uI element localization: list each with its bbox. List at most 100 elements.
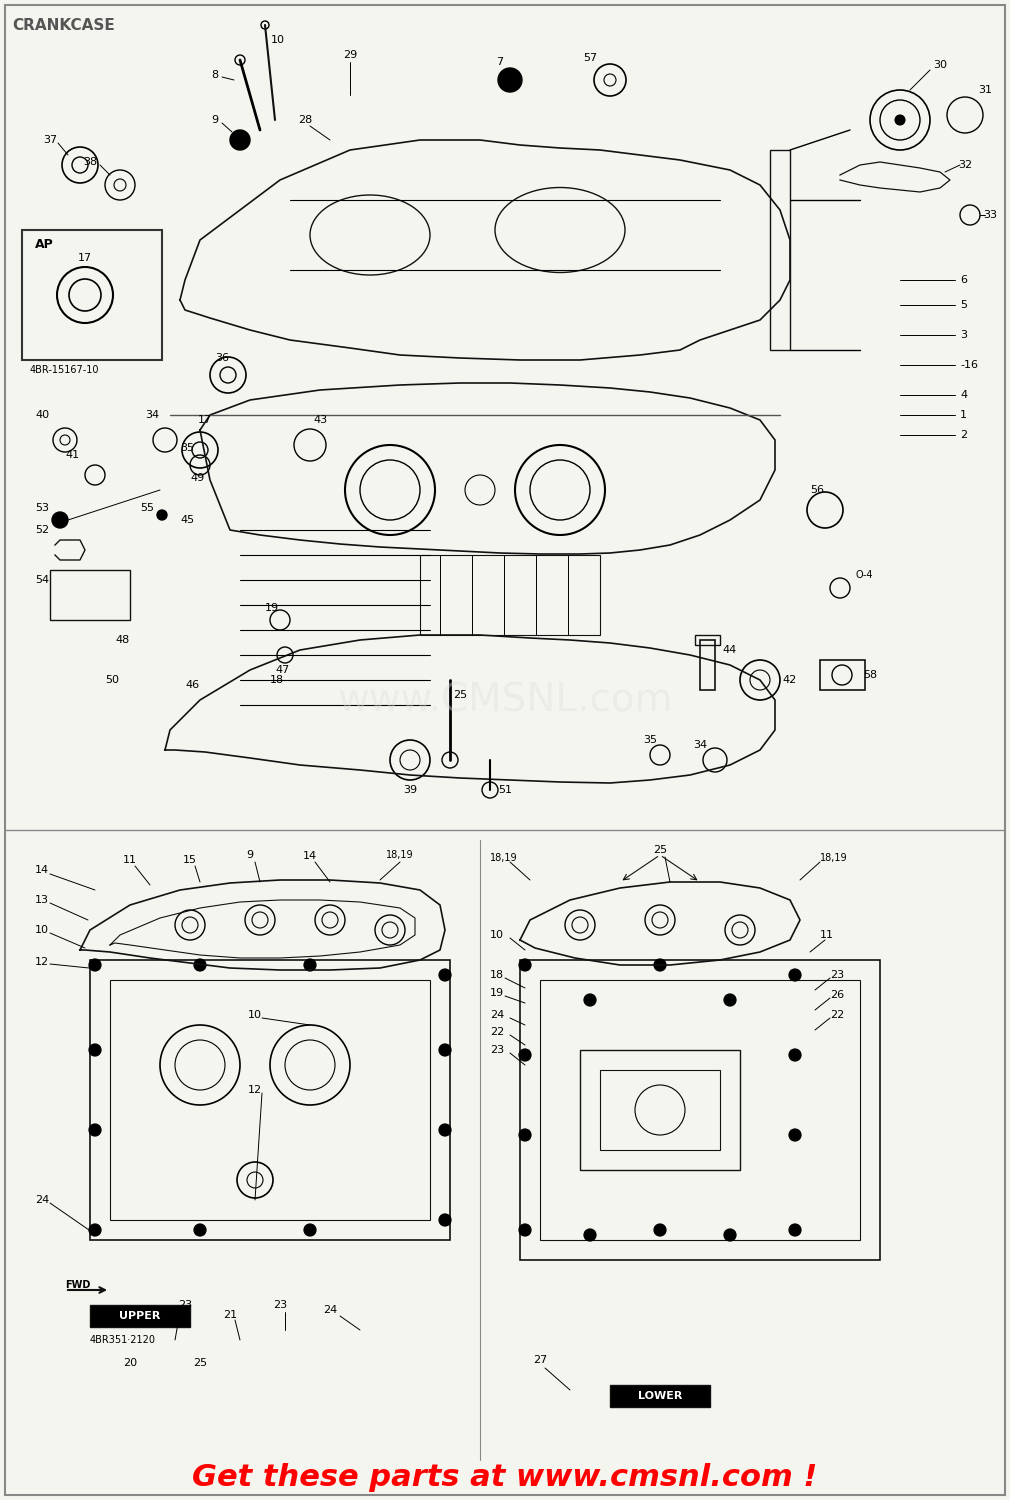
Text: www.CMSNL.com: www.CMSNL.com	[337, 681, 673, 718]
Bar	[90, 1305, 190, 1328]
Circle shape	[584, 1228, 596, 1240]
Text: 7: 7	[497, 57, 504, 68]
Text: 48: 48	[115, 634, 129, 645]
Circle shape	[194, 958, 206, 970]
Text: 19: 19	[490, 988, 504, 998]
Text: 49: 49	[190, 472, 204, 483]
Text: 22: 22	[490, 1028, 504, 1036]
Text: 14: 14	[303, 850, 317, 861]
Circle shape	[439, 1124, 451, 1136]
Circle shape	[52, 512, 68, 528]
Text: 31: 31	[978, 86, 992, 94]
Text: 1: 1	[960, 410, 967, 420]
Circle shape	[304, 958, 316, 970]
Circle shape	[89, 1044, 101, 1056]
Circle shape	[89, 1224, 101, 1236]
Text: 26: 26	[830, 990, 844, 1000]
Text: 18: 18	[270, 675, 284, 686]
Text: 23: 23	[830, 970, 844, 980]
Text: 40: 40	[35, 410, 49, 420]
Text: LOWER: LOWER	[637, 1390, 682, 1401]
Text: 6: 6	[960, 274, 967, 285]
Circle shape	[724, 994, 736, 1006]
Text: 8: 8	[211, 70, 218, 80]
Bar	[820, 660, 865, 690]
Text: 35: 35	[180, 442, 194, 453]
Text: 2: 2	[960, 430, 968, 439]
Bar	[580, 1050, 740, 1170]
Text: 23: 23	[178, 1300, 192, 1310]
Text: 17: 17	[78, 254, 92, 262]
Text: 25: 25	[193, 1358, 207, 1368]
Text: 23: 23	[490, 1046, 504, 1054]
Bar	[770, 150, 790, 350]
Bar	[110, 980, 430, 1220]
Text: 11: 11	[123, 855, 137, 865]
Circle shape	[584, 994, 596, 1006]
Text: 56: 56	[810, 484, 824, 495]
Text: 39: 39	[403, 784, 417, 795]
Text: 47: 47	[275, 664, 289, 675]
Text: 44: 44	[723, 645, 737, 656]
Text: 24: 24	[490, 1010, 504, 1020]
Text: -16: -16	[960, 360, 978, 370]
Circle shape	[194, 1224, 206, 1236]
Bar	[695, 634, 720, 645]
Text: 33: 33	[983, 210, 997, 220]
Text: 17: 17	[198, 416, 212, 424]
Circle shape	[789, 969, 801, 981]
Bar	[90, 960, 450, 1240]
Text: 4: 4	[960, 390, 968, 400]
Text: 28: 28	[298, 116, 312, 124]
Text: 4BR-15167-10: 4BR-15167-10	[30, 364, 100, 375]
Text: 27: 27	[533, 1354, 547, 1365]
Text: 55: 55	[140, 503, 154, 513]
Text: 53: 53	[35, 503, 49, 513]
Text: 18,19: 18,19	[386, 850, 414, 859]
Text: 9: 9	[246, 850, 254, 859]
Bar	[610, 1384, 710, 1407]
Text: 36: 36	[215, 352, 229, 363]
Text: 18: 18	[490, 970, 504, 980]
Text: 10: 10	[35, 926, 49, 934]
Text: 18,19: 18,19	[490, 853, 517, 862]
Text: 45: 45	[180, 514, 194, 525]
Text: 25: 25	[452, 690, 467, 700]
Bar	[22, 230, 162, 360]
Text: 41: 41	[65, 450, 79, 460]
Text: 12: 12	[35, 957, 49, 968]
Text: 32: 32	[957, 160, 972, 170]
Text: 52: 52	[35, 525, 49, 536]
Text: UPPER: UPPER	[119, 1311, 161, 1322]
Text: 5: 5	[960, 300, 967, 310]
Circle shape	[789, 1130, 801, 1142]
Text: 14: 14	[35, 865, 49, 874]
Circle shape	[439, 1044, 451, 1056]
Circle shape	[654, 958, 666, 970]
Text: 24: 24	[35, 1196, 49, 1204]
Circle shape	[89, 958, 101, 970]
Text: 29: 29	[342, 50, 358, 60]
Bar	[600, 1070, 720, 1150]
Text: 58: 58	[863, 670, 877, 680]
Circle shape	[89, 1124, 101, 1136]
Circle shape	[519, 1130, 531, 1142]
Circle shape	[895, 116, 905, 124]
Text: O-4: O-4	[855, 570, 873, 580]
Text: 34: 34	[145, 410, 160, 420]
Text: 18,19: 18,19	[820, 853, 847, 862]
Text: Get these parts at www.cmsnl.com !: Get these parts at www.cmsnl.com !	[192, 1464, 818, 1492]
Circle shape	[498, 68, 522, 92]
Bar	[520, 960, 880, 1260]
Text: 37: 37	[43, 135, 57, 146]
Text: 57: 57	[583, 53, 597, 63]
Circle shape	[157, 510, 167, 520]
Text: 38: 38	[83, 158, 97, 166]
Circle shape	[724, 1228, 736, 1240]
Text: FWD: FWD	[66, 1280, 91, 1290]
Text: 10: 10	[271, 34, 285, 45]
Text: CRANKCASE: CRANKCASE	[12, 18, 115, 33]
Circle shape	[304, 1224, 316, 1236]
Text: 51: 51	[498, 784, 512, 795]
Circle shape	[654, 1224, 666, 1236]
